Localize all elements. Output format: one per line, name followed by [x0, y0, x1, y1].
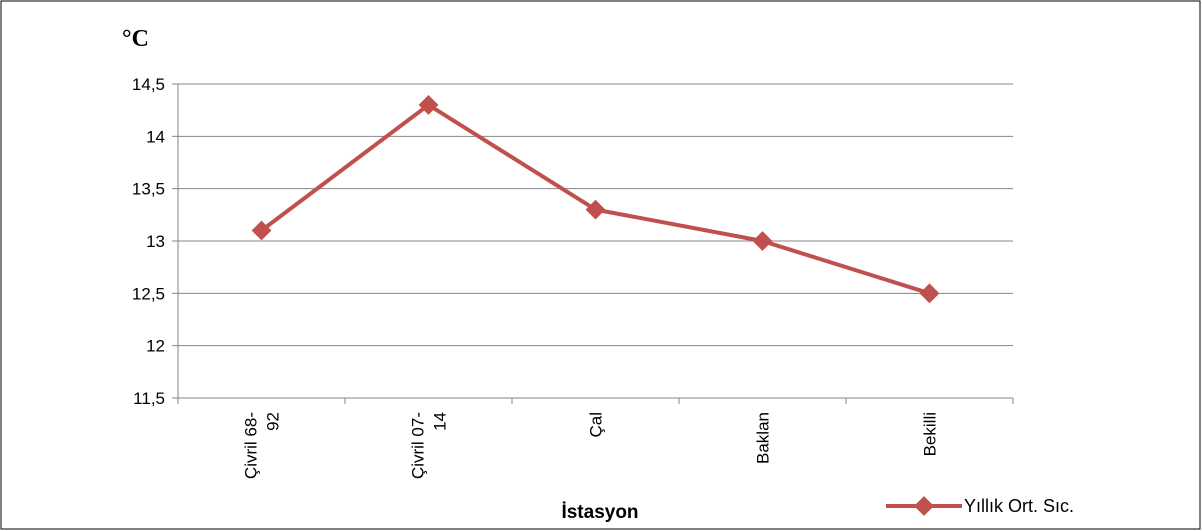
x-tick-label: Çivril 68- 92: [242, 412, 283, 479]
y-tick-label: 14: [146, 127, 165, 146]
legend: Yıllık Ort. Sıc.: [886, 496, 1074, 516]
x-tick-label: Çivril 07- 14: [409, 412, 450, 479]
y-tick-label: 12,5: [132, 284, 165, 303]
y-tick-label: 13: [146, 232, 165, 251]
x-tick-label: Baklan: [754, 412, 773, 464]
y-tick-label: 14,5: [132, 75, 165, 94]
x-tick-labels: Çivril 68- 92 Çivril 07- 14 Çal Baklan Bekilli: [242, 412, 940, 479]
x-tick-label: Bekilli: [921, 412, 940, 456]
y-tick-labels: 11,5 12 12,5 13 13,5 14 14,5: [132, 75, 165, 408]
x-tick-label: Çal: [587, 412, 606, 438]
x-axis-label: İstasyon: [561, 502, 638, 523]
data-point: [919, 283, 940, 304]
gridlines: [172, 83, 1014, 404]
data-point: [418, 95, 439, 115]
legend-marker-icon: [914, 496, 934, 516]
y-tick-label: 12: [146, 337, 165, 356]
data-point: [251, 220, 272, 241]
y-tick-label: 11,5: [133, 389, 165, 408]
legend-label: Yıllık Ort. Sıc.: [964, 496, 1074, 516]
y-axis-label: °C: [122, 26, 149, 52]
y-tick-label: 13,5: [132, 180, 165, 199]
